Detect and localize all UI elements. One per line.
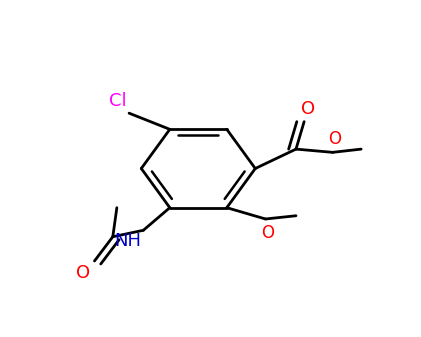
Text: O: O: [328, 130, 341, 149]
Text: NH: NH: [114, 232, 141, 250]
Text: O: O: [261, 224, 274, 242]
Text: O: O: [76, 264, 91, 282]
Text: Cl: Cl: [109, 92, 127, 110]
Text: O: O: [301, 100, 315, 118]
